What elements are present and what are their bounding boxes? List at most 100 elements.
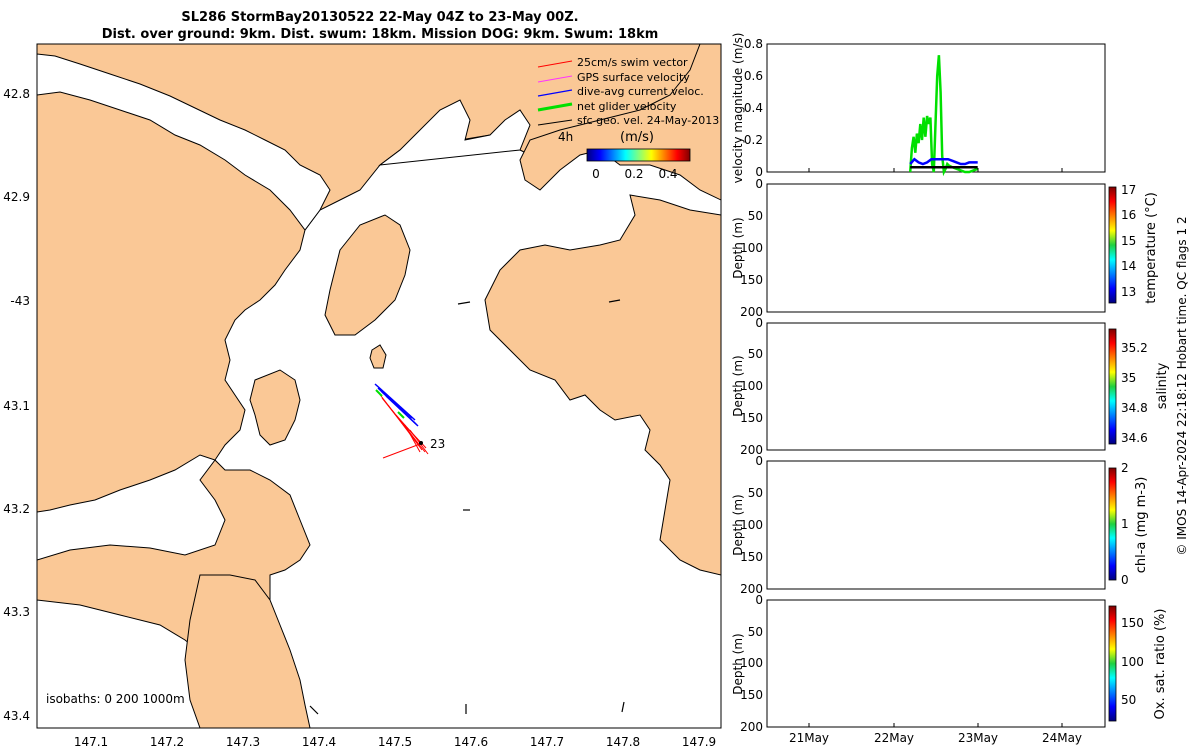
velocity-y-ticks: 0 0.2 0.4 0.6 0.8	[744, 37, 763, 179]
chla-axes	[766, 460, 1106, 590]
colorbar-tick: 17	[1121, 183, 1136, 197]
legend-item-swim: 25cm/s swim vector	[537, 56, 688, 69]
map-panel: 23 isobaths: 0 200 1000m 25cm/s swim vec…	[3, 43, 722, 749]
lon-tick: 147.9	[682, 735, 716, 749]
lon-tick: 147.5	[378, 735, 412, 749]
colorbar-tick: 0.4	[658, 167, 677, 181]
tasman-peninsula	[484, 194, 721, 576]
salinity-axes	[766, 322, 1106, 451]
oxygen-panel: 0 50 100 150 200 Depth (m) 50 100 150 Ox…	[731, 593, 1168, 745]
depth-tick: 0	[755, 593, 763, 607]
colorbar-tick: 34.6	[1121, 431, 1148, 445]
depth-tick: 0	[755, 454, 763, 468]
chla-ylabel: Depth (m)	[731, 494, 745, 555]
time-tick: 21May	[789, 731, 829, 745]
time-tick: 23May	[958, 731, 998, 745]
salinity-colorbar	[1108, 328, 1117, 445]
series-line-net-glider-velocity	[908, 55, 979, 177]
speed-colorbar	[586, 148, 691, 162]
isobaths-label: isobaths: 0 200 1000m	[46, 692, 185, 706]
legend-swatch-dive	[537, 89, 573, 97]
salinity-colorbar-label: salinity	[1155, 362, 1170, 409]
colorbar-tick: 35.2	[1121, 341, 1148, 355]
lon-tick: 147.6	[454, 735, 488, 749]
colorbar-tick: 50	[1121, 693, 1136, 707]
colorbar-tick: 0.2	[624, 167, 643, 181]
depth-tick: 150	[740, 688, 763, 702]
colorbar-tick: 2	[1121, 461, 1129, 475]
depth-tick: 50	[748, 625, 763, 639]
legend-label-geo: sfc geo. vel. 24-May-2013	[577, 114, 719, 127]
glider-track	[374, 383, 429, 459]
y-tick: 0.8	[744, 37, 763, 51]
depth-tick: 50	[748, 347, 763, 361]
y-tick: 0.2	[744, 133, 763, 147]
legend-item-dive: dive-avg current veloc.	[537, 85, 704, 98]
depth-tick: 100	[740, 241, 763, 255]
temperature-colorbar-label: temperature (°C)	[1144, 192, 1159, 304]
legend-label-gps: GPS surface velocity	[577, 71, 690, 84]
lon-tick: 147.3	[226, 735, 260, 749]
geo-arrow	[608, 299, 621, 303]
colorbar-tick: 15	[1121, 234, 1136, 248]
swim-vector	[409, 429, 429, 455]
derwent-arm	[37, 53, 331, 231]
temperature-panel: 0 50 100 150 200 Depth (m) 13 14 15 16 1…	[731, 177, 1159, 319]
lon-tick: 147.8	[606, 735, 640, 749]
geo-arrow	[621, 701, 625, 713]
time-tick: 22May	[874, 731, 914, 745]
track-end-marker	[419, 441, 423, 445]
colorbar-tick: 150	[1121, 616, 1144, 630]
upper-inlet	[378, 99, 531, 166]
oxygen-colorbar	[1108, 605, 1117, 722]
temperature-colorbar	[1108, 186, 1117, 304]
colorbar-tick: 1	[1121, 517, 1129, 531]
y-tick: 0.6	[744, 69, 763, 83]
depth-tick: 200	[740, 720, 763, 734]
inner-island	[324, 214, 411, 336]
lon-tick: 147.1	[74, 735, 108, 749]
depth-tick: 100	[740, 518, 763, 532]
swim-vector	[404, 424, 421, 453]
lon-tick: 147.7	[530, 735, 564, 749]
depth-tick: 150	[740, 411, 763, 425]
depth-tick: 200	[740, 582, 763, 596]
salinity-panel: 0 50 100 150 200 Depth (m) 34.6 34.8 35 …	[731, 316, 1170, 457]
y-tick: 0.4	[744, 101, 763, 115]
depth-tick: 100	[740, 379, 763, 393]
colorbar-tick: 0	[592, 167, 600, 181]
lon-tick: 147.2	[150, 735, 184, 749]
side-note: © IMOS 14-Apr-2024 22:18:12 Hobart time.…	[1175, 216, 1189, 555]
velocity-series	[908, 55, 979, 177]
depth-tick: 150	[740, 550, 763, 564]
lower-headland	[184, 574, 311, 728]
net-vector	[375, 389, 383, 397]
dive-vectors	[374, 383, 419, 427]
bruny-island	[249, 369, 301, 446]
colorbar-tick: 34.8	[1121, 401, 1148, 415]
y-tick: 0	[755, 165, 763, 179]
legend-item-gps: GPS surface velocity	[537, 71, 690, 84]
geo-arrow	[309, 705, 319, 715]
net-vectors	[375, 389, 405, 419]
title-line-2: Dist. over ground: 9km. Dist. swum: 18km…	[101, 27, 659, 42]
legend-label-swim: 25cm/s swim vector	[577, 56, 688, 69]
legend-swatch-geo	[537, 119, 573, 126]
temperature-axes	[766, 183, 1106, 313]
colorbar-tick: 0	[1121, 573, 1129, 587]
map-islands	[184, 44, 721, 728]
lat-tick: 43.2	[3, 502, 30, 516]
velocity-ylabel: velocity magnitude (m/s)	[731, 33, 745, 184]
depth-tick: 200	[740, 443, 763, 457]
chla-panel: 0 50 100 150 200 Depth (m) 0 1 2 chl-a (…	[731, 454, 1149, 596]
colorbar-tick: 100	[1121, 655, 1144, 669]
colorbar-tick: 16	[1121, 208, 1136, 222]
chla-colorbar	[1108, 467, 1117, 581]
geo-arrow	[457, 301, 471, 305]
map-lon-axis: 147.1 147.2 147.3 147.4 147.5 147.6 147.…	[74, 735, 716, 749]
oxygen-axes	[766, 599, 1106, 728]
legend-swatch-net	[537, 102, 573, 112]
velocity-panel: 0 0.2 0.4 0.6 0.8 velocity magnitude (m/…	[731, 33, 1106, 184]
chla-colorbar-label: chl-a (mg m-3)	[1134, 477, 1149, 574]
colorbar-title: (m/s)	[620, 130, 654, 145]
